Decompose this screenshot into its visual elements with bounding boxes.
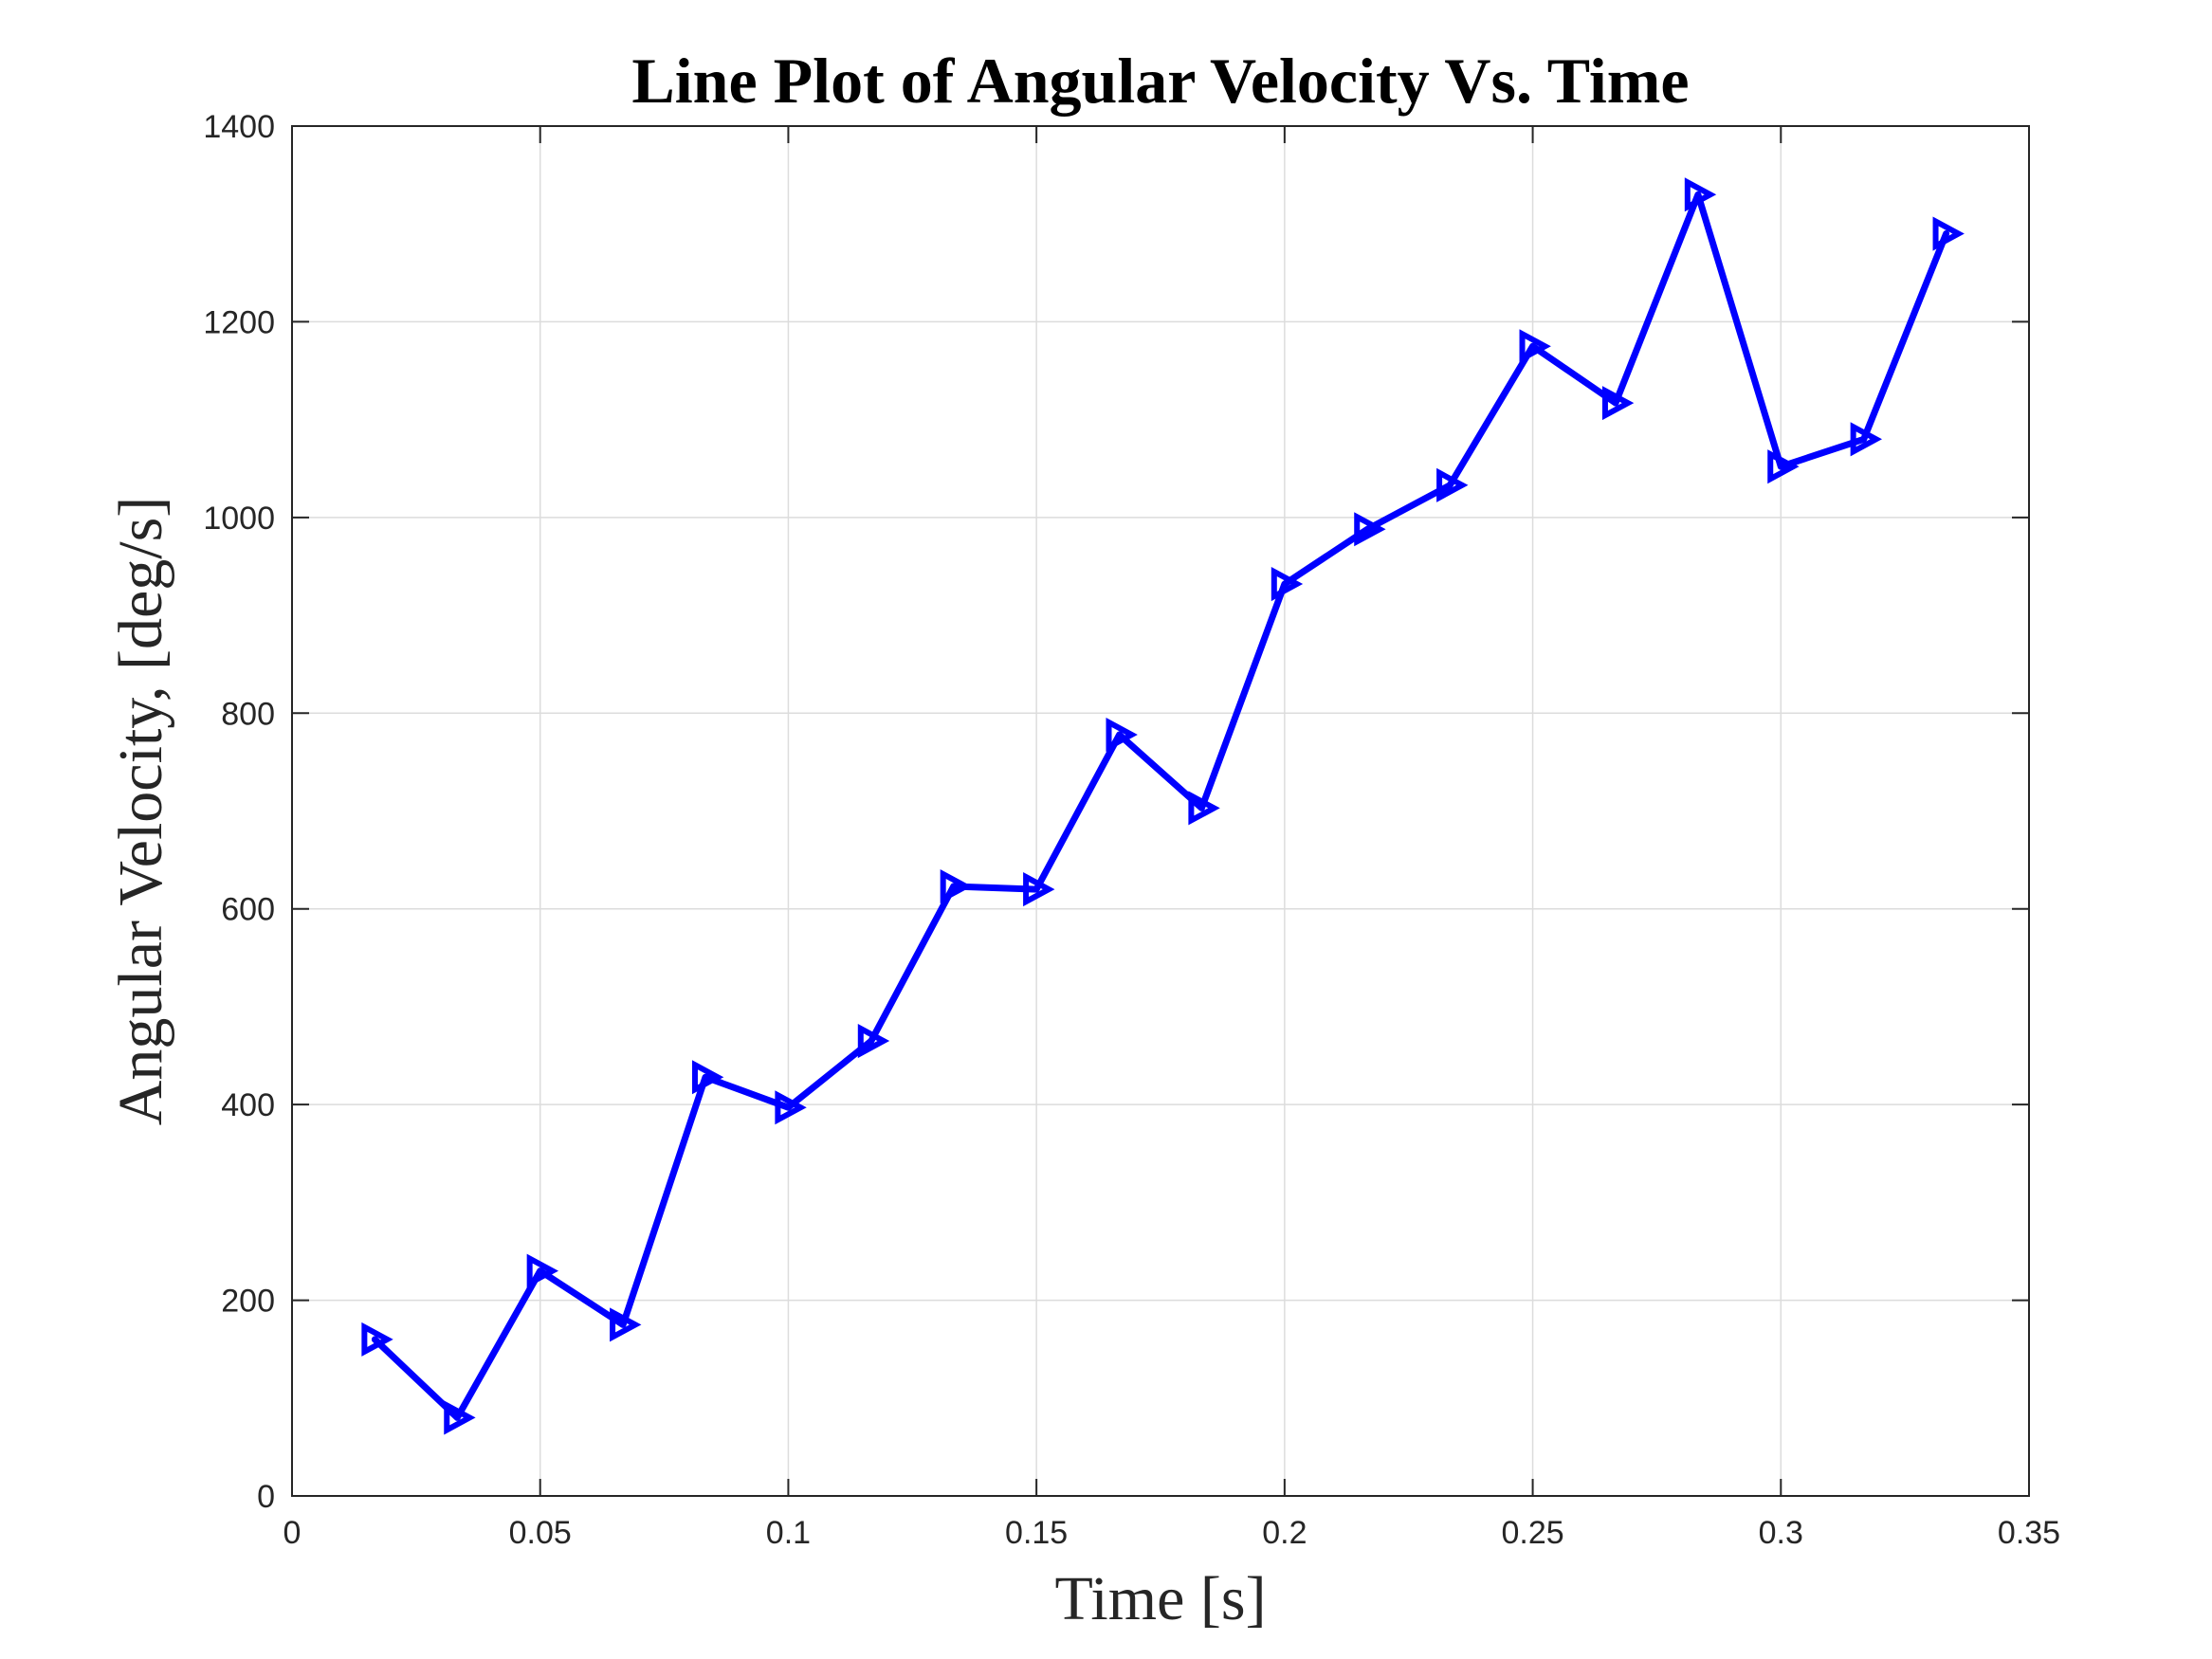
data-point-marker [691,1060,724,1095]
data-point-marker [1850,422,1883,457]
data-point-marker [1684,177,1717,212]
y-tick-label: 1000 [203,501,275,537]
data-point-marker [1106,717,1138,753]
x-tick-label: 0.25 [1501,1515,1563,1551]
y-axis-tick-labels: 0 200 400 600 800 1000 1200 1400 [203,109,275,1515]
axis-ticks [291,125,2030,1497]
data-point-marker [940,868,973,904]
data-point-marker [444,1400,476,1435]
x-tick-label: 0.3 [1759,1515,1803,1551]
data-point-marker [1188,791,1220,826]
data-point-marker [1519,329,1551,364]
x-tick-label: 0.35 [1998,1515,2060,1551]
x-tick-label: 0.15 [1005,1515,1068,1551]
x-axis-tick-labels: 0 0.05 0.1 0.15 0.2 0.25 0.3 0.35 [283,1515,2061,1551]
data-point-marker [1023,872,1055,907]
x-tick-label: 0.05 [509,1515,572,1551]
data-point-marker [361,1322,393,1357]
plot-area-frame [291,125,2030,1497]
x-tick-label: 0.2 [1262,1515,1307,1551]
data-point-marker [1436,467,1469,502]
y-tick-label: 0 [257,1479,275,1515]
data-point-marker [775,1090,807,1125]
data-point-marker [1601,386,1635,421]
y-axis-label: Angular Velocity, [deg/s] [106,497,175,1126]
x-tick-label: 0 [283,1515,302,1551]
y-tick-label: 1400 [203,109,275,145]
data-point-marker [1932,216,1965,251]
y-tick-label: 1200 [203,304,275,340]
data-point-marker [526,1253,559,1288]
x-axis-label: Time [s] [1054,1564,1266,1633]
data-point-marker [1271,567,1304,602]
data-series [361,177,1965,1435]
data-point-marker [1767,449,1800,484]
y-tick-label: 800 [221,696,275,732]
y-tick-label: 200 [221,1284,275,1320]
y-tick-label: 600 [221,892,275,928]
x-tick-label: 0.1 [766,1515,811,1551]
y-tick-label: 400 [221,1087,275,1123]
data-point-marker [610,1307,642,1342]
series-line [371,191,1950,1421]
data-point-marker [857,1024,890,1059]
chart-title: Line Plot of Angular Velocity Vs. Time [631,45,1689,117]
data-point-marker [1354,512,1386,547]
